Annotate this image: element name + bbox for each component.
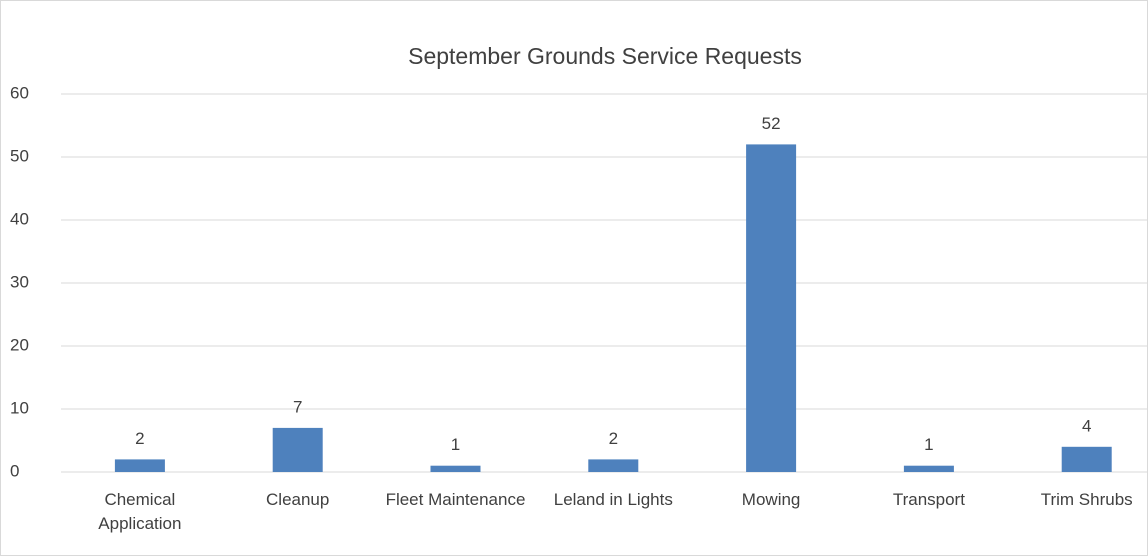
data-label: 7 [293,397,302,416]
data-label: 4 [1082,416,1091,435]
bar [588,459,639,472]
y-tick-label: 30 [10,272,29,291]
y-tick-label: 50 [10,146,29,165]
bar [272,427,323,472]
data-label: 2 [609,429,618,448]
bar [903,465,954,472]
y-tick-label: 20 [10,335,29,354]
bar [1061,446,1112,472]
x-tick-label: Chemical Application [98,490,182,533]
data-label: 1 [451,435,460,454]
x-tick-label: Fleet Maintenance [385,490,526,509]
bar [114,459,165,472]
data-label: 52 [762,114,781,133]
y-tick-label: 10 [10,398,29,417]
bar [746,144,797,472]
data-label: 1 [924,435,933,454]
y-tick-label: 60 [10,83,29,102]
bar [430,465,481,472]
y-tick-label: 40 [10,209,29,228]
x-tick-label: Leland in Lights [553,490,673,509]
data-label: 2 [135,429,144,448]
x-tick-label: Cleanup [266,490,330,509]
y-tick-label: 0 [10,461,19,480]
x-tick-label: Transport [892,490,965,509]
x-tick-label: Mowing [741,490,801,509]
x-tick-label: Trim Shrubs [1040,490,1133,509]
chart-title: September Grounds Service Requests [408,43,802,69]
